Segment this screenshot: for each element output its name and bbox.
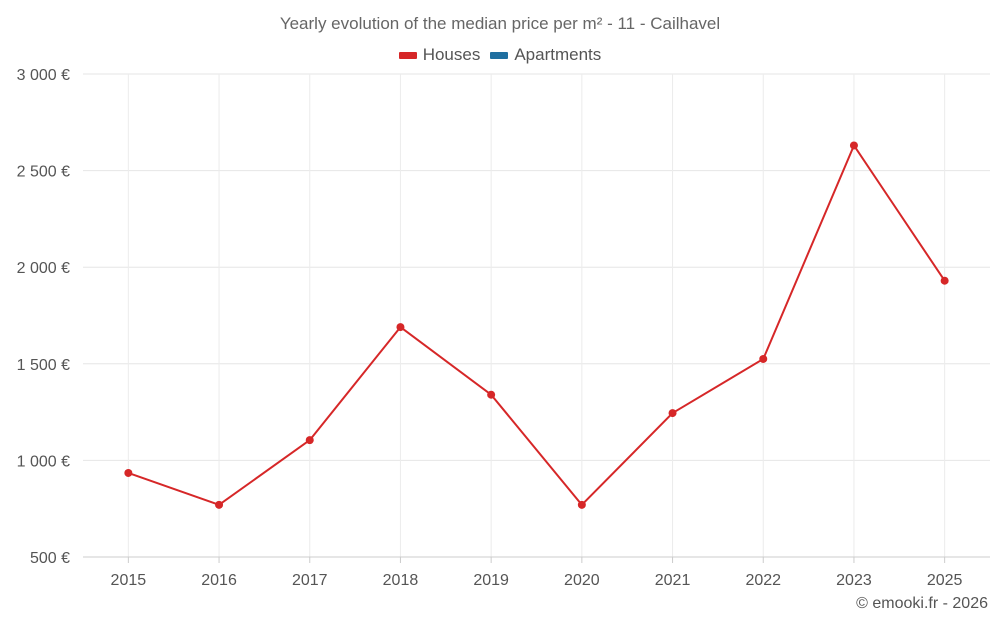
legend-item-houses[interactable]: Houses [398,45,481,65]
credit-text: © emooki.fr - 2026 [856,595,988,612]
chart-legend: Houses Apartments [0,45,1000,65]
legend-swatch-apartments [490,51,509,59]
x-tick-label: 2021 [655,572,691,589]
x-tick-label: 2017 [292,572,328,589]
data-point [215,500,224,509]
data-point [940,276,949,285]
y-tick-label: 1 000 € [17,453,70,470]
x-tick-label: 2025 [927,572,963,589]
y-tick-label: 2 500 € [17,164,70,181]
legend-label-apartments: Apartments [514,45,602,64]
x-tick-label: 2016 [201,572,237,589]
x-tick-label: 2023 [836,572,872,589]
x-tick-label: 2020 [564,572,600,589]
data-point [124,468,133,477]
data-point [487,390,496,399]
y-tick-label: 2 000 € [17,260,70,277]
series-line-houses [128,144,946,506]
x-tick-label: 2015 [111,572,147,589]
x-tick-label: 2022 [745,572,781,589]
legend-swatch-houses [398,51,417,59]
x-tick-label: 2019 [473,572,509,589]
data-point [759,354,768,363]
legend-item-apartments[interactable]: Apartments [490,45,601,65]
chart-title: Yearly evolution of the median price per… [279,14,721,33]
y-tick-label: 500 € [30,550,70,567]
data-point [305,436,314,445]
x-tick-label: 2018 [383,572,419,589]
legend-label-houses: Houses [422,45,481,64]
data-point [849,141,858,150]
data-point [668,409,677,418]
y-tick-label: 3 000 € [17,67,70,84]
data-point [396,323,405,332]
data-point [577,500,586,509]
y-tick-label: 1 500 € [17,357,70,374]
